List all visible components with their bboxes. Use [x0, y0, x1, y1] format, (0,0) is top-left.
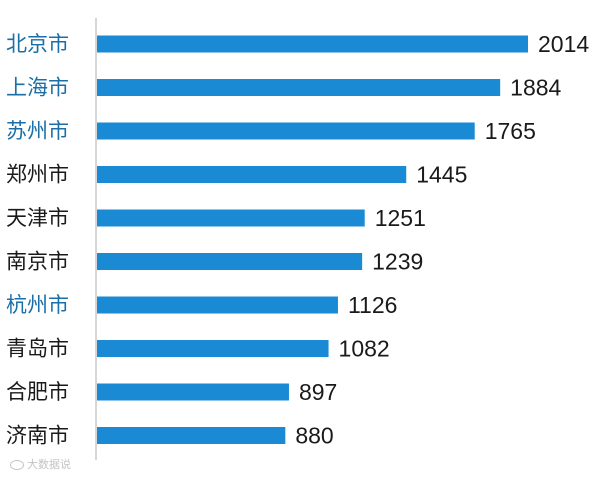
category-label: 苏州市 [6, 119, 69, 143]
bar [97, 166, 407, 183]
bars-layer: 北京市 2014 上海市 1884 苏州市 1765 郑州市 1445 天津市 1251 南京市 12… [6, 31, 589, 449]
bar [97, 427, 286, 444]
value-label: 1239 [372, 249, 423, 275]
bar [97, 122, 475, 140]
value-label: 897 [299, 379, 337, 405]
category-label: 天津市 [6, 206, 69, 230]
bar [97, 79, 501, 96]
category-label: 上海市 [6, 76, 69, 100]
bar [97, 340, 329, 357]
category-label: 南京市 [6, 250, 69, 274]
value-label: 1884 [510, 75, 561, 101]
value-label: 1126 [348, 292, 397, 318]
value-label: 1765 [485, 118, 536, 144]
watermark-text: 大数据说 [27, 458, 71, 471]
bar [97, 383, 289, 401]
category-label: 合肥市 [6, 380, 69, 404]
category-label: 北京市 [6, 32, 69, 56]
category-label: 杭州市 [6, 293, 69, 317]
bar [97, 253, 363, 270]
watermark: 大数据说 [10, 456, 71, 472]
value-label: 1082 [339, 336, 390, 362]
value-label: 2014 [538, 31, 589, 57]
value-label: 880 [295, 423, 333, 449]
bar [97, 35, 528, 53]
category-label: 青岛市 [6, 337, 69, 361]
bar [97, 296, 338, 314]
value-label: 1251 [375, 205, 426, 231]
category-label: 郑州市 [6, 163, 69, 187]
category-label: 济南市 [6, 424, 69, 448]
bar [97, 209, 365, 227]
weibo-logo-icon [10, 460, 24, 470]
value-label: 1445 [416, 162, 467, 188]
